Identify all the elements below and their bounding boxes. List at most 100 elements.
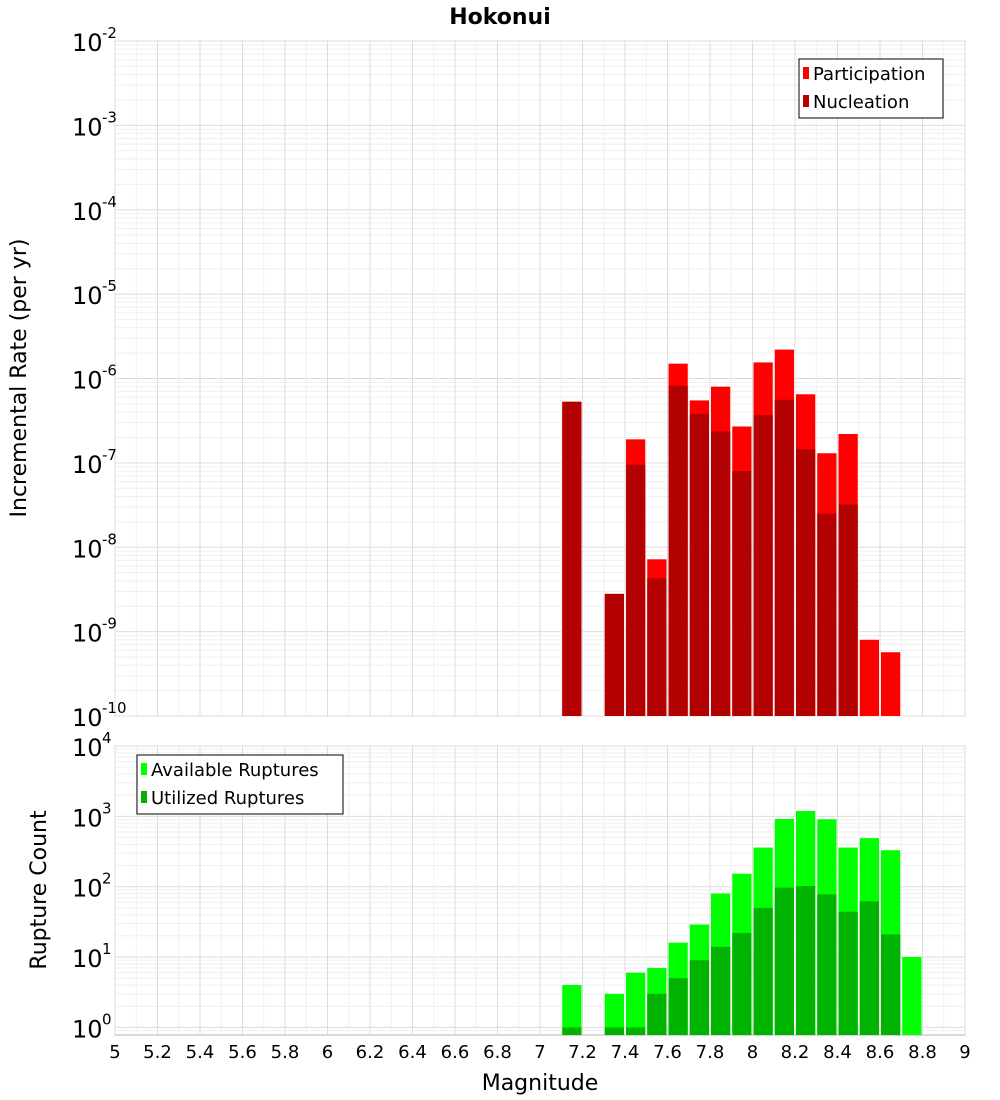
y-tick-exponent: 1 (102, 940, 112, 958)
y-tick-exponent: -2 (102, 24, 117, 42)
rate-legend: Participation Nucleation (798, 58, 944, 119)
x-tick-label: 7 (534, 1042, 545, 1063)
x-tick-label: 9 (959, 1042, 970, 1063)
x-tick-label: 8.6 (866, 1042, 895, 1063)
legend-swatch (141, 763, 147, 775)
legend-swatch (141, 791, 147, 803)
y-tick-label: 10 (72, 620, 103, 648)
count-legend: Available Ruptures Utilized Ruptures (136, 754, 344, 815)
count-bar-series2 (774, 887, 794, 1035)
x-tick-label: 5.8 (271, 1042, 300, 1063)
rate-bar-series2 (647, 578, 667, 716)
y-tick-label: 10 (72, 113, 103, 141)
count-bar-series2 (817, 894, 837, 1035)
rate-bar-series1 (881, 652, 901, 716)
x-tick-label: 6.4 (398, 1042, 427, 1063)
count-y-axis-label: Rupture Count (27, 810, 52, 970)
y-tick-label: 10 (72, 945, 103, 973)
count-bar-series2 (626, 1027, 646, 1035)
chart-title: Hokonui (449, 5, 551, 30)
legend-box (136, 754, 344, 815)
rate-bar-series2 (774, 399, 794, 716)
y-tick-exponent: 4 (102, 729, 112, 747)
count-bars (562, 811, 922, 1035)
x-tick-label: 6.8 (483, 1042, 512, 1063)
rate-bar-series2 (562, 401, 582, 716)
legend-entry: Available Ruptures (151, 760, 319, 781)
count-bar-series1 (604, 993, 624, 1035)
y-tick-exponent: 0 (102, 1010, 112, 1028)
x-tick-label: 6.6 (441, 1042, 470, 1063)
y-tick-exponent: -10 (102, 699, 127, 717)
y-tick-exponent: -4 (102, 193, 117, 211)
y-tick-exponent: 2 (102, 870, 112, 888)
rate-bar-series2 (732, 471, 752, 716)
y-tick-label: 10 (72, 704, 103, 732)
y-tick-label: 10 (72, 875, 103, 903)
y-tick-exponent: -7 (102, 446, 117, 464)
count-bar-series1 (626, 972, 646, 1035)
rate-bars (562, 349, 901, 716)
y-tick-label: 10 (72, 198, 103, 226)
x-tick-labels: 5 5.2 5.4 5.6 5.8 6 6.2 6.4 6.6 6.8 7 7.2 7.4 7.6 7.8 8… (109, 1042, 970, 1063)
y-tick-label: 10 (72, 367, 103, 395)
y-tick-exponent: -8 (102, 530, 117, 548)
rate-bar-series2 (838, 504, 858, 716)
count-bar-series2 (753, 907, 773, 1035)
x-tick-label: 5.2 (143, 1042, 172, 1063)
x-tick-label: 7.2 (568, 1042, 597, 1063)
count-bar-series2 (859, 901, 879, 1035)
x-tick-label: 8.8 (908, 1042, 937, 1063)
count-bar-series2 (668, 978, 688, 1035)
x-axis-label: Magnitude (482, 1071, 599, 1096)
count-bar-series2 (881, 934, 901, 1035)
y-tick-label: 10 (72, 29, 103, 57)
legend-entry: Nucleation (813, 92, 909, 113)
y-tick-label: 10 (72, 451, 103, 479)
rate-bar-series2 (604, 593, 624, 716)
count-bar-series2 (562, 1027, 582, 1035)
x-tick-label: 5.4 (186, 1042, 215, 1063)
rate-bar-series1 (859, 639, 879, 716)
x-tick-label: 6 (322, 1042, 333, 1063)
y-tick-label: 10 (72, 535, 103, 563)
count-bar-series2 (689, 960, 709, 1035)
y-tick-exponent: -6 (102, 362, 117, 380)
x-tick-label: 8.2 (781, 1042, 810, 1063)
count-bar-series2 (711, 946, 731, 1035)
x-tick-label: 8 (747, 1042, 758, 1063)
x-tick-label: 7.4 (611, 1042, 640, 1063)
rate-y-axis-label: Incremental Rate (per yr) (7, 239, 32, 518)
count-bar-series2 (796, 886, 816, 1035)
count-bar-series2 (732, 932, 752, 1035)
x-tick-label: 7.6 (653, 1042, 682, 1063)
legend-swatch (803, 95, 809, 107)
rate-grid (114, 40, 966, 717)
y-tick-exponent: 3 (102, 799, 112, 817)
rate-bar-series2 (689, 413, 709, 716)
y-tick-label: 10 (72, 804, 103, 832)
count-bar-series2 (647, 993, 667, 1035)
x-tick-label: 5 (109, 1042, 120, 1063)
legend-entry: Utilized Ruptures (151, 788, 304, 809)
x-tick-label: 7.8 (696, 1042, 725, 1063)
legend-entry: Participation (813, 64, 925, 85)
y-tick-label: 10 (72, 282, 103, 310)
rate-bar-series2 (626, 464, 646, 716)
count-bar-series2 (838, 911, 858, 1035)
y-tick-exponent: -5 (102, 277, 117, 295)
count-bar-series1 (902, 957, 922, 1035)
rate-bar-series2 (753, 414, 773, 716)
y-tick-exponent: -9 (102, 615, 117, 633)
y-tick-exponent: -3 (102, 108, 117, 126)
x-tick-label: 5.6 (228, 1042, 257, 1063)
y-tick-label: 10 (72, 1015, 103, 1043)
rate-bar-series2 (668, 385, 688, 716)
x-tick-label: 8.4 (823, 1042, 852, 1063)
legend-box (798, 58, 944, 119)
rate-bar-series2 (817, 513, 837, 716)
